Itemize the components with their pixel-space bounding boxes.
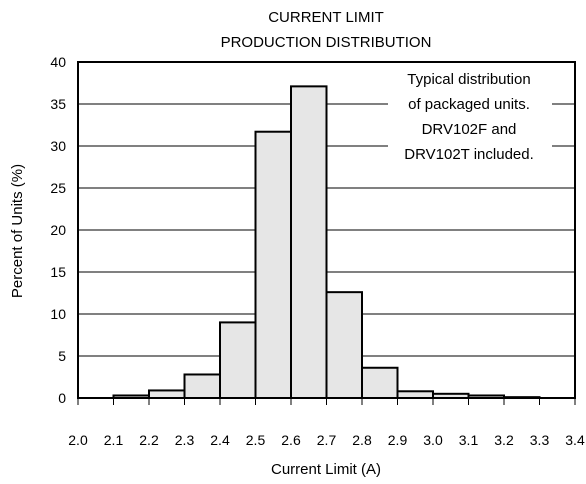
histogram-bar — [361, 366, 399, 400]
x-axis-label: Current Limit (A) — [271, 461, 381, 478]
histogram-bar — [183, 373, 221, 400]
annotation-line-4: DRV102T included. — [404, 146, 534, 163]
x-tick-label: 2.8 — [352, 432, 372, 448]
x-tick-label: 2.3 — [175, 432, 195, 448]
y-tick-label: 5 — [58, 348, 66, 364]
y-tick-label: 40 — [50, 54, 66, 70]
histogram-bar — [148, 389, 186, 400]
y-axis-ticks: 0 5 10 15 20 25 30 35 40 — [50, 54, 66, 406]
y-tick-label: 10 — [50, 306, 66, 322]
chart-title: CURRENT LIMIT PRODUCTION DISTRIBUTION — [221, 9, 432, 51]
y-axis-label: Percent of Units (%) — [9, 164, 26, 298]
x-tick-label: 2.5 — [246, 432, 266, 448]
x-axis-ticks: 2.0 2.1 2.2 2.3 2.4 2.5 2.6 2.7 2.8 2.9 3.0 3.1 3.2 3… — [68, 398, 585, 448]
y-tick-label: 35 — [50, 96, 66, 112]
histogram-bars — [112, 85, 541, 400]
y-tick-label: 15 — [50, 264, 66, 280]
annotation-box: Typical distribution of packaged units. … — [388, 68, 552, 166]
histogram-bar — [325, 291, 363, 399]
x-tick-label: 2.7 — [317, 432, 337, 448]
x-tick-label: 2.1 — [104, 432, 124, 448]
x-tick-label: 2.6 — [281, 432, 301, 448]
histogram-bar — [290, 85, 328, 400]
x-tick-label: 3.4 — [565, 432, 585, 448]
annotation-line-2: of packaged units. — [408, 96, 530, 113]
histogram-bar — [219, 321, 257, 399]
x-tick-label: 2.4 — [210, 432, 230, 448]
annotation-line-3: DRV102F and — [422, 121, 517, 138]
x-tick-label: 3.3 — [530, 432, 550, 448]
y-tick-label: 30 — [50, 138, 66, 154]
y-tick-label: 20 — [50, 222, 66, 238]
x-tick-label: 2.0 — [68, 432, 88, 448]
x-tick-label: 2.2 — [139, 432, 159, 448]
annotation-line-1: Typical distribution — [407, 71, 530, 88]
x-tick-label: 3.2 — [494, 432, 514, 448]
title-line-2: PRODUCTION DISTRIBUTION — [221, 34, 432, 51]
histogram-bar — [396, 390, 434, 399]
histogram-bar — [254, 130, 292, 399]
x-tick-label: 3.0 — [423, 432, 443, 448]
title-line-1: CURRENT LIMIT — [268, 9, 384, 26]
x-tick-label: 2.9 — [388, 432, 408, 448]
y-tick-label: 0 — [58, 390, 66, 406]
y-tick-label: 25 — [50, 180, 66, 196]
x-tick-label: 3.1 — [459, 432, 479, 448]
annotation-background — [388, 68, 552, 166]
